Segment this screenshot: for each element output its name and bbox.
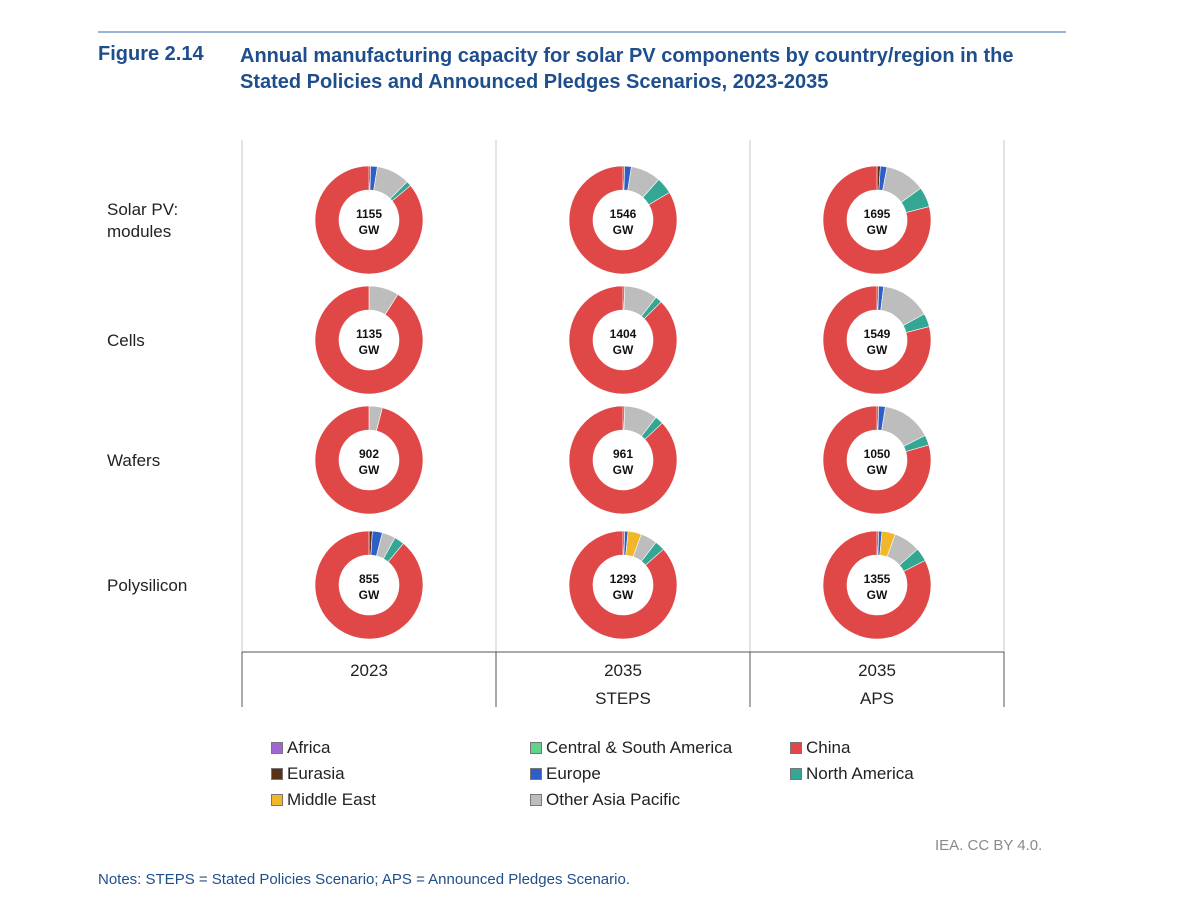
- donut-total-label: 1355: [864, 572, 891, 586]
- donut-hole: [340, 431, 398, 489]
- legend-swatch: [271, 742, 283, 754]
- donut-total-label: 1404: [610, 327, 637, 341]
- donut-total-label: 1695: [864, 207, 891, 221]
- legend-item: Middle East: [271, 790, 376, 810]
- legend-item: Europe: [530, 764, 601, 784]
- row-label: Wafers: [107, 451, 160, 470]
- row-label: Polysilicon: [107, 576, 187, 595]
- donut-total-label: 902: [359, 447, 379, 461]
- legend-item: North America: [790, 764, 914, 784]
- column-year-label: 2035: [604, 661, 642, 680]
- donut-hole: [594, 191, 652, 249]
- row-label: Cells: [107, 331, 145, 350]
- legend-swatch: [530, 768, 542, 780]
- legend-item: Eurasia: [271, 764, 345, 784]
- legend-label: China: [806, 738, 851, 757]
- donut-unit-label: GW: [359, 463, 380, 477]
- notes: Notes: STEPS = Stated Policies Scenario;…: [98, 871, 630, 888]
- donut-hole: [340, 311, 398, 369]
- donut-unit-label: GW: [867, 463, 888, 477]
- donut-unit-label: GW: [359, 588, 380, 602]
- donut-total-label: 855: [359, 572, 379, 586]
- donut-unit-label: GW: [867, 343, 888, 357]
- donut-total-label: 1135: [356, 327, 382, 341]
- donut-segment-china: [314, 405, 424, 515]
- donut-hole: [594, 556, 652, 614]
- donut-hole: [848, 311, 906, 369]
- donut-segment-china: [822, 530, 932, 640]
- column-scenario-label: APS: [860, 689, 894, 708]
- donut-total-label: 1546: [610, 207, 637, 221]
- legend-label: Middle East: [287, 790, 376, 809]
- column-scenario-label: STEPS: [595, 689, 651, 708]
- donut-unit-label: GW: [867, 588, 888, 602]
- legend-item: Other Asia Pacific: [530, 790, 680, 810]
- donut-unit-label: GW: [359, 343, 380, 357]
- legend-label: Eurasia: [287, 764, 345, 783]
- row-label: Solar PV: modules: [107, 200, 178, 241]
- donut-segment-china: [822, 165, 932, 275]
- column-year-label: 2035: [858, 661, 896, 680]
- donut-hole: [340, 191, 398, 249]
- donut-hole: [594, 311, 652, 369]
- figure-label: Figure 2.14: [98, 43, 204, 65]
- donut-hole: [594, 431, 652, 489]
- donut-segment-china: [822, 285, 932, 395]
- donut-segment-china: [314, 165, 424, 275]
- donut-unit-label: GW: [359, 223, 380, 237]
- legend: Africa Central & South America China Eurasi…: [271, 738, 971, 818]
- legend-swatch: [530, 742, 542, 754]
- credit: IEA. CC BY 4.0.: [935, 837, 1043, 854]
- donut-total-label: 1155: [356, 207, 382, 221]
- donut-segment-china: [822, 405, 932, 515]
- donut-unit-label: GW: [613, 343, 634, 357]
- donut-hole: [340, 556, 398, 614]
- legend-label: Other Asia Pacific: [546, 790, 681, 809]
- legend-swatch: [271, 768, 283, 780]
- figure-title: Annual manufacturing capacity for solar …: [240, 45, 1014, 93]
- donut-hole: [848, 191, 906, 249]
- donut-segment-china: [568, 285, 678, 395]
- legend-swatch: [530, 794, 542, 806]
- donut-unit-label: GW: [867, 223, 888, 237]
- legend-label: North America: [806, 764, 914, 783]
- legend-item: China: [790, 738, 850, 758]
- donut-total-label: 1050: [864, 447, 891, 461]
- donut-segment-china: [568, 530, 678, 640]
- legend-item: Africa: [271, 738, 330, 758]
- donut-total-label: 961: [613, 447, 633, 461]
- legend-label: Central & South America: [546, 738, 733, 757]
- donut-hole: [848, 556, 906, 614]
- column-year-label: 2023: [350, 661, 388, 680]
- legend-item: Central & South America: [530, 738, 732, 758]
- legend-swatch: [790, 742, 802, 754]
- donut-segment-china: [568, 165, 678, 275]
- donut-total-label: 1293: [610, 572, 637, 586]
- donut-segment-china: [568, 405, 678, 515]
- legend-label: Africa: [287, 738, 331, 757]
- legend-swatch: [790, 768, 802, 780]
- top-rule: [98, 31, 1066, 33]
- donut-unit-label: GW: [613, 588, 634, 602]
- legend-swatch: [271, 794, 283, 806]
- donut-unit-label: GW: [613, 463, 634, 477]
- donut-total-label: 1549: [864, 327, 891, 341]
- donut-segment-china: [314, 530, 424, 640]
- donut-unit-label: GW: [613, 223, 634, 237]
- donut-segment-china: [314, 285, 424, 395]
- legend-label: Europe: [546, 764, 601, 783]
- donut-hole: [848, 431, 906, 489]
